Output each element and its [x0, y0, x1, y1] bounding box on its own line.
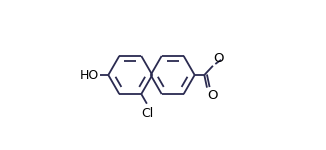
Text: O: O: [208, 89, 218, 102]
Text: Cl: Cl: [141, 107, 153, 120]
Text: O: O: [213, 52, 224, 65]
Text: HO: HO: [80, 69, 99, 81]
